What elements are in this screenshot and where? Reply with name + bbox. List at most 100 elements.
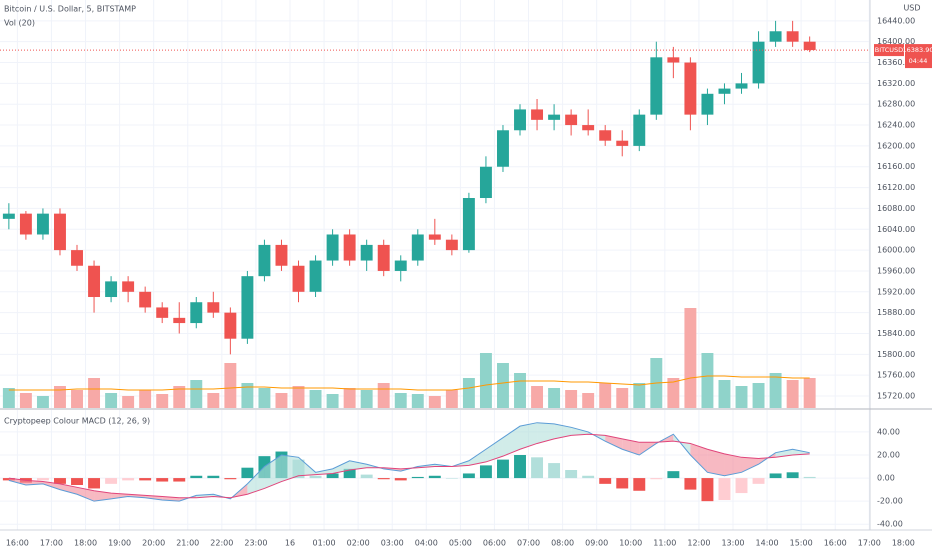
- candle-body: [582, 125, 595, 131]
- x-tick-label: 20:00: [142, 539, 165, 548]
- candle-body: [292, 265, 305, 292]
- macd-cloud: [605, 435, 623, 450]
- macd-histogram-bar: [684, 478, 697, 490]
- candle-body: [360, 244, 373, 261]
- macd-line: [8, 422, 810, 502]
- macd-cloud: [537, 422, 555, 444]
- macd-histogram-bar: [514, 455, 526, 479]
- macd-cloud: [77, 487, 95, 502]
- macd-cloud: [520, 422, 538, 450]
- macd-histogram-bar: [309, 475, 322, 479]
- volume-ma-line: [8, 375, 810, 391]
- volume-bar: [139, 390, 152, 408]
- volume-bar: [173, 386, 186, 408]
- y-tick-label: 15920.00: [877, 287, 915, 296]
- candle-body: [497, 130, 509, 167]
- candle-body: [803, 41, 816, 51]
- y-tick-label: 16160.00: [877, 162, 915, 171]
- volume-bar: [497, 363, 509, 408]
- x-tick-label: 06:00: [483, 539, 506, 548]
- candle-body: [531, 109, 544, 120]
- volume-bar: [684, 308, 697, 408]
- volume-bar: [224, 363, 237, 408]
- macd-histogram-bar: [718, 478, 731, 500]
- x-tick-label: 19:00: [108, 539, 131, 548]
- macd-histogram-bar: [54, 478, 66, 484]
- x-tick-label: 01:00: [313, 539, 336, 548]
- candle-body: [616, 140, 629, 146]
- volume-bar: [479, 353, 492, 408]
- volume-bar: [616, 388, 629, 408]
- x-tick-label: 10:00: [619, 539, 642, 548]
- x-tick-label: 21:00: [176, 539, 199, 548]
- candle-body: [667, 57, 680, 63]
- macd-histogram-bar: [735, 478, 748, 494]
- y-tick-label: 15840.00: [877, 329, 915, 338]
- candle-body: [275, 244, 288, 266]
- y-tick-label: 15760.00: [877, 371, 915, 380]
- candle-body: [173, 317, 186, 324]
- y-tick-label: 15880.00: [877, 308, 915, 317]
- y-tick-label: 16360.00: [877, 58, 915, 67]
- y-tick-label: 40.00: [877, 427, 900, 436]
- macd-histogram-bar: [190, 475, 203, 479]
- last-price-tag: [905, 44, 932, 69]
- last-price-label: 16383.90: [902, 46, 932, 54]
- y-tick-label: 15720.00: [877, 392, 915, 401]
- macd-cloud: [247, 466, 265, 495]
- x-tick-label: 11:00: [653, 539, 676, 548]
- y-tick-label: 16320.00: [877, 79, 915, 88]
- macd-histogram-bar: [360, 474, 373, 479]
- volume-label: Vol (20): [4, 19, 35, 28]
- x-tick-label: 02:00: [347, 539, 370, 548]
- signal-line: [8, 433, 810, 499]
- volume-bar: [36, 396, 49, 408]
- volume-bar: [514, 373, 526, 408]
- macd-cloud: [264, 455, 282, 489]
- volume-bar: [122, 396, 135, 408]
- x-tick-label: 17:00: [858, 539, 881, 548]
- volume-bar: [292, 386, 305, 408]
- x-tick-label: 13:00: [721, 539, 744, 548]
- volume-bar: [2, 388, 15, 408]
- candle-body: [565, 114, 578, 126]
- candle-body: [36, 213, 49, 235]
- volume-bar: [531, 386, 544, 408]
- candle-body: [122, 281, 135, 292]
- candle-body: [701, 93, 714, 115]
- macd-cloud: [468, 449, 486, 466]
- y-tick-label: -40.00: [877, 520, 903, 529]
- candle-body: [326, 234, 339, 261]
- volume-bar: [71, 390, 83, 408]
- macd-cloud: [571, 427, 589, 436]
- candle-body: [139, 291, 152, 308]
- candle-body: [786, 31, 799, 42]
- y-tick-label: 16440.00: [877, 16, 915, 25]
- candle-body: [19, 213, 32, 235]
- volume-bar: [548, 388, 561, 408]
- macd-cloud: [622, 438, 640, 455]
- candle-body: [224, 312, 237, 339]
- x-tick-label: 16:00: [6, 539, 29, 548]
- macd-histogram-bar: [411, 476, 424, 479]
- macd-cloud: [485, 437, 503, 462]
- volume-bar: [258, 388, 271, 408]
- marks-layer: [0, 20, 870, 502]
- macd-histogram-bar: [445, 478, 458, 479]
- x-tick-label: 09:00: [585, 539, 608, 548]
- macd-histogram-bar: [548, 463, 561, 479]
- candle-body: [309, 260, 322, 292]
- y-tick-label: 16120.00: [877, 183, 915, 192]
- macd-histogram-bar: [479, 465, 492, 479]
- candle-body: [735, 83, 748, 89]
- macd-histogram-bar: [462, 473, 475, 479]
- y-tick-label: 15960.00: [877, 266, 915, 275]
- volume-bar: [667, 378, 680, 408]
- price-axis-bg: [870, 0, 932, 550]
- macd-histogram-bar: [241, 467, 254, 479]
- candle-body: [2, 213, 15, 219]
- x-tick-label: 14:00: [756, 539, 779, 548]
- macd-histogram-bar: [599, 478, 612, 484]
